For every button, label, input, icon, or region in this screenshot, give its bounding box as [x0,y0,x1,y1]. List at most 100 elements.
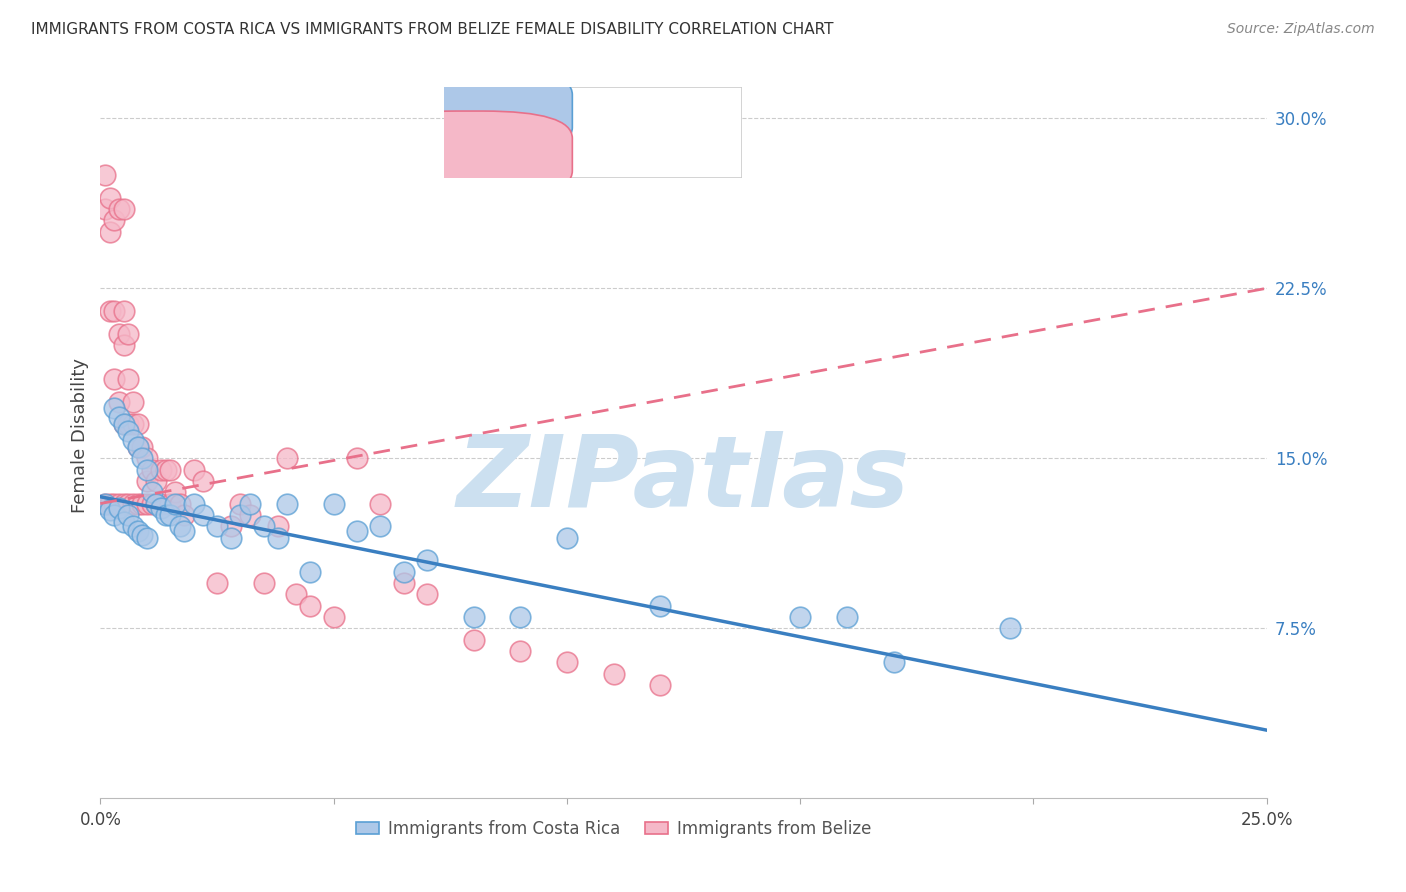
Point [136,474,159,488]
Point [173,508,195,522]
Text: ZIPatlas: ZIPatlas [457,431,910,527]
Point [650,599,672,613]
Point [98,304,121,318]
Point [94,202,117,216]
Point [239,508,262,522]
Point [145,497,167,511]
Point [219,531,242,545]
Point [117,417,139,432]
Point [122,417,145,432]
Point [108,202,131,216]
Point [150,462,173,476]
Point [103,497,125,511]
Point [150,497,173,511]
Point [108,410,131,425]
Point [112,497,135,511]
Point [205,519,228,533]
Point [103,213,125,227]
Point [253,575,276,590]
Point [122,433,145,447]
Point [159,462,181,476]
Point [141,462,163,476]
Text: Source: ZipAtlas.com: Source: ZipAtlas.com [1227,22,1375,37]
Point [346,451,368,466]
Point [276,497,298,511]
Point [127,497,149,511]
Point [191,508,214,522]
Point [509,644,531,658]
Point [183,497,205,511]
Point [108,326,131,341]
Point [145,497,167,511]
Point [285,587,308,601]
Point [112,304,135,318]
Point [141,485,163,500]
Point [94,168,117,182]
Point [555,531,578,545]
Point [463,632,485,647]
Point [183,462,205,476]
Point [122,497,145,511]
Point [127,417,149,432]
Point [239,497,262,511]
Point [266,519,288,533]
Point [112,417,135,432]
Point [98,225,121,239]
Point [98,191,121,205]
Point [98,503,121,517]
Point [117,424,139,438]
Point [299,599,322,613]
Point [112,202,135,216]
Point [555,655,578,669]
Point [416,587,439,601]
Point [103,304,125,318]
Point [103,372,125,386]
Point [112,515,135,529]
Point [835,610,858,624]
Legend: Immigrants from Costa Rica, Immigrants from Belize: Immigrants from Costa Rica, Immigrants f… [350,813,877,844]
Point [155,462,177,476]
Point [103,508,125,522]
Point [509,610,531,624]
Point [94,497,117,511]
Point [136,531,159,545]
Point [112,338,135,352]
Point [117,508,139,522]
Point [322,497,344,511]
Point [155,508,177,522]
Point [150,501,173,516]
Point [219,519,242,533]
Point [122,394,145,409]
Point [127,524,149,538]
Point [253,519,276,533]
Point [998,621,1021,635]
Point [173,524,195,538]
Point [117,326,139,341]
Point [136,451,159,466]
Point [276,451,298,466]
Point [141,497,163,511]
Point [392,575,415,590]
Point [266,531,288,545]
Point [416,553,439,567]
Point [163,497,186,511]
Point [127,440,149,454]
Point [463,610,485,624]
Point [98,497,121,511]
Point [392,565,415,579]
Point [169,519,191,533]
Point [205,575,228,590]
Point [136,462,159,476]
Point [131,528,153,542]
Point [117,372,139,386]
Point [368,497,391,511]
Point [145,474,167,488]
Point [131,440,153,454]
Point [108,497,131,511]
Point [136,497,159,511]
Point [368,519,391,533]
Y-axis label: Female Disability: Female Disability [72,358,89,513]
Point [346,524,368,538]
Point [108,501,131,516]
Point [883,655,905,669]
